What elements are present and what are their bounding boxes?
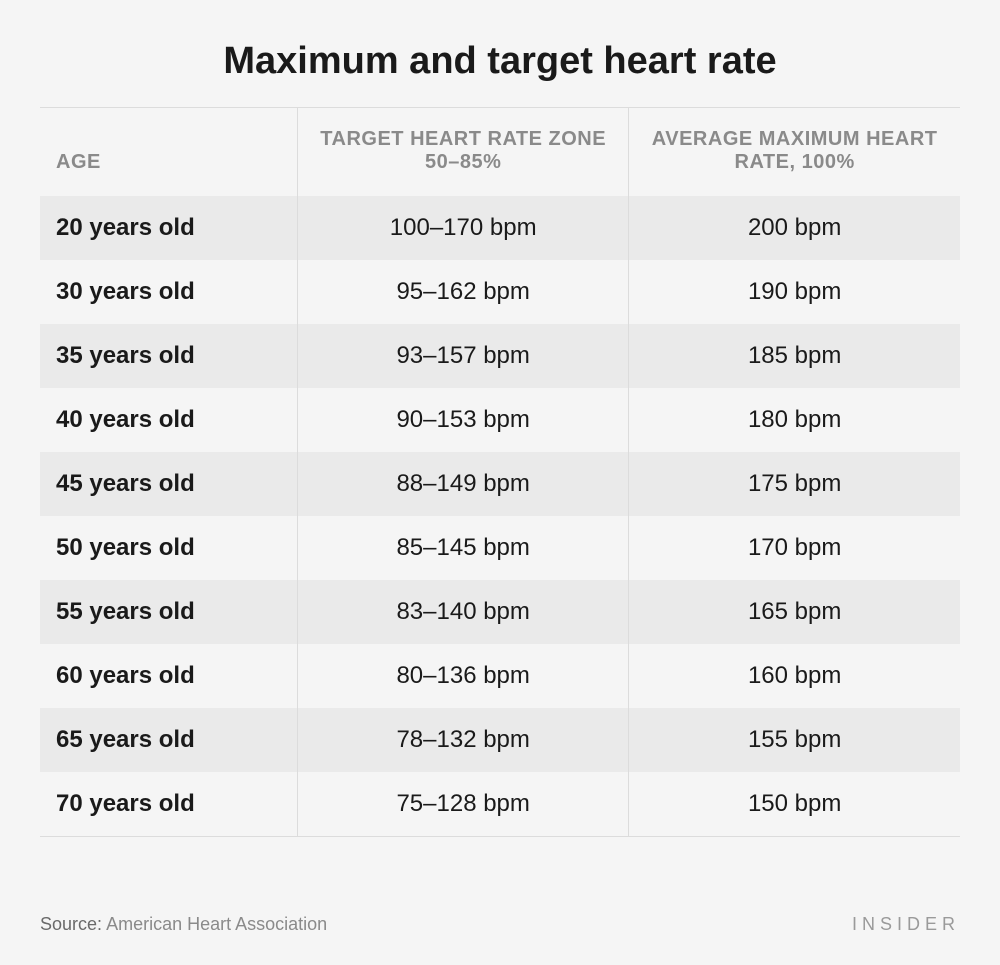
age-cell: 60 years old (40, 644, 298, 708)
table-row: 30 years old95–162 bpm190 bpm (40, 260, 960, 324)
heart-rate-table-container: AGE TARGET HEART RATE ZONE 50–85% AVERAG… (40, 107, 960, 884)
target-cell: 88–149 bpm (298, 452, 629, 516)
table-row: 45 years old88–149 bpm175 bpm (40, 452, 960, 516)
target-cell: 85–145 bpm (298, 516, 629, 580)
age-cell: 35 years old (40, 324, 298, 388)
max-cell: 155 bpm (629, 708, 960, 772)
max-cell: 200 bpm (629, 196, 960, 260)
max-cell: 170 bpm (629, 516, 960, 580)
max-cell: 185 bpm (629, 324, 960, 388)
target-cell: 80–136 bpm (298, 644, 629, 708)
target-cell: 75–128 bpm (298, 772, 629, 836)
brand-logo: INSIDER (852, 914, 960, 935)
source-label: Source: (40, 914, 102, 934)
table-row: 35 years old93–157 bpm185 bpm (40, 324, 960, 388)
column-header-max: AVERAGE MAXIMUM HEART RATE, 100% (629, 108, 960, 197)
table-row: 70 years old75–128 bpm150 bpm (40, 772, 960, 836)
table-row: 20 years old100–170 bpm200 bpm (40, 196, 960, 260)
footer: Source: American Heart Association INSID… (40, 914, 960, 935)
table-body: 20 years old100–170 bpm200 bpm30 years o… (40, 196, 960, 836)
column-header-age: AGE (40, 108, 298, 197)
target-cell: 95–162 bpm (298, 260, 629, 324)
target-cell: 78–132 bpm (298, 708, 629, 772)
target-cell: 83–140 bpm (298, 580, 629, 644)
age-cell: 55 years old (40, 580, 298, 644)
table-row: 65 years old78–132 bpm155 bpm (40, 708, 960, 772)
heart-rate-table: AGE TARGET HEART RATE ZONE 50–85% AVERAG… (40, 107, 960, 837)
age-cell: 20 years old (40, 196, 298, 260)
table-row: 50 years old85–145 bpm170 bpm (40, 516, 960, 580)
age-cell: 65 years old (40, 708, 298, 772)
target-cell: 100–170 bpm (298, 196, 629, 260)
table-row: 40 years old90–153 bpm180 bpm (40, 388, 960, 452)
target-cell: 93–157 bpm (298, 324, 629, 388)
age-cell: 40 years old (40, 388, 298, 452)
max-cell: 150 bpm (629, 772, 960, 836)
source-line: Source: American Heart Association (40, 914, 327, 935)
target-cell: 90–153 bpm (298, 388, 629, 452)
age-cell: 45 years old (40, 452, 298, 516)
table-header-row: AGE TARGET HEART RATE ZONE 50–85% AVERAG… (40, 108, 960, 197)
max-cell: 180 bpm (629, 388, 960, 452)
age-cell: 50 years old (40, 516, 298, 580)
table-row: 60 years old80–136 bpm160 bpm (40, 644, 960, 708)
max-cell: 160 bpm (629, 644, 960, 708)
page-title: Maximum and target heart rate (40, 40, 960, 83)
max-cell: 165 bpm (629, 580, 960, 644)
table-row: 55 years old83–140 bpm165 bpm (40, 580, 960, 644)
max-cell: 190 bpm (629, 260, 960, 324)
age-cell: 70 years old (40, 772, 298, 836)
age-cell: 30 years old (40, 260, 298, 324)
source-value: American Heart Association (106, 914, 327, 934)
column-header-target: TARGET HEART RATE ZONE 50–85% (298, 108, 629, 197)
max-cell: 175 bpm (629, 452, 960, 516)
